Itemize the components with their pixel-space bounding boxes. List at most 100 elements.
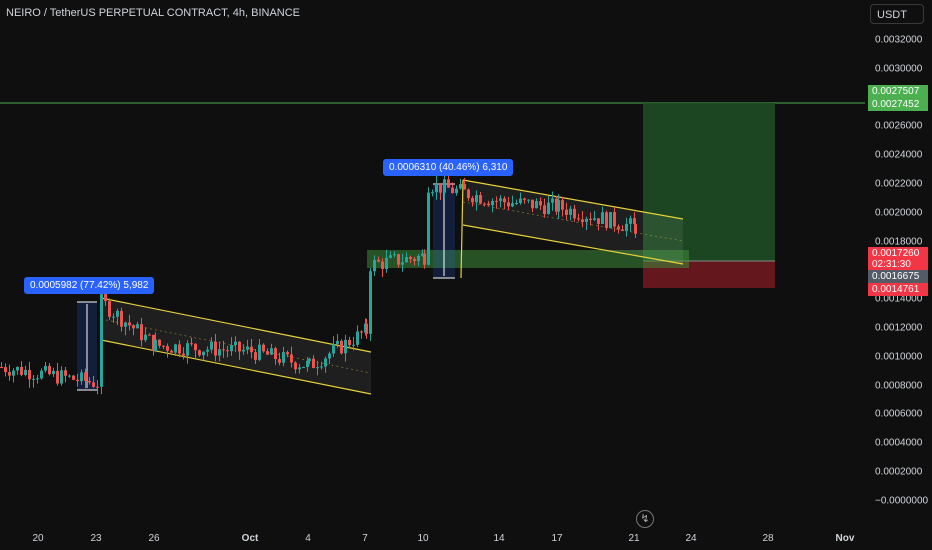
candle-body	[634, 224, 637, 234]
candle-body	[621, 229, 624, 231]
candle-body	[206, 349, 209, 352]
x-tick: 28	[762, 533, 774, 544]
candle-body	[381, 261, 384, 270]
candle-body	[270, 348, 273, 355]
candle-body	[328, 353, 331, 359]
y-tick: 0.0026000	[875, 120, 923, 132]
support-zone[interactable]	[367, 250, 689, 268]
candle-body	[44, 365, 47, 371]
candle-body	[336, 340, 339, 345]
candle-body	[100, 294, 103, 387]
candle-body	[76, 379, 79, 382]
candle-body	[557, 200, 560, 212]
lightning-icon[interactable]: ↯	[636, 510, 654, 528]
x-tick: 24	[685, 533, 697, 544]
candle-body	[535, 201, 538, 209]
y-tick: 0.0002000	[875, 466, 923, 478]
y-tick: 0.0014000	[875, 293, 923, 305]
candle-body	[298, 367, 301, 370]
candle-body	[72, 375, 75, 380]
candle-body	[210, 341, 213, 350]
candle-body	[443, 179, 446, 193]
x-tick: 17	[551, 533, 563, 544]
channel-1-top	[100, 297, 372, 353]
candle-body	[423, 253, 426, 265]
y-tick: 0.0004000	[875, 437, 923, 449]
time-axis[interactable]	[0, 528, 865, 550]
candle-body	[274, 348, 277, 360]
candle-body	[507, 202, 510, 207]
candle-body	[96, 386, 99, 388]
candle-body	[152, 334, 155, 352]
candle-body	[128, 322, 131, 326]
candle-body	[471, 198, 474, 203]
candle-body	[565, 209, 568, 215]
candle-body	[48, 365, 51, 375]
candle-body	[68, 375, 71, 377]
y-tick: 0.0018000	[875, 236, 923, 248]
candle-body	[401, 262, 404, 265]
candle-body	[218, 349, 221, 356]
candle-body	[162, 345, 165, 347]
candle-body	[246, 346, 249, 350]
candle-body	[20, 366, 23, 375]
candle-body	[491, 200, 494, 206]
candle-body	[483, 203, 486, 205]
channel-2[interactable]	[463, 180, 683, 264]
candle-body	[409, 256, 412, 259]
measure-label-1: 0.0005982 (77.42%) 5,982	[24, 277, 155, 294]
measure-label-2: 0.0006310 (40.46%) 6,310	[383, 159, 514, 176]
candle-body	[112, 316, 115, 318]
candle-body	[539, 201, 542, 206]
candle-body	[405, 256, 408, 263]
y-tick: 0.0024000	[875, 149, 923, 161]
candle-body	[32, 378, 35, 380]
candle-body	[421, 253, 424, 256]
candle-body	[316, 367, 319, 369]
candle-body	[389, 255, 392, 258]
candle-body	[198, 350, 201, 356]
countdown-tag: 02:31:30	[868, 258, 928, 271]
x-tick: 20	[32, 533, 44, 544]
candle-body	[132, 325, 135, 329]
y-tick: 0.0032000	[875, 34, 923, 46]
candle-body	[308, 358, 311, 361]
candle-body	[515, 203, 518, 205]
candle-body	[52, 370, 55, 375]
candle-body	[40, 370, 43, 379]
candle-body	[613, 212, 616, 227]
chart-title: NEIRO / TetherUS PERPETUAL CONTRACT, 4h,…	[6, 7, 301, 19]
candle-body	[503, 198, 506, 203]
channel-1-bottom	[100, 339, 372, 395]
candle-body	[447, 179, 450, 188]
target-zone[interactable]	[643, 103, 775, 261]
candle-body	[254, 352, 257, 360]
candle-body	[527, 199, 530, 201]
candle-body	[332, 344, 335, 354]
candle-body	[116, 310, 119, 317]
candle-body	[104, 294, 107, 302]
price-tag-current: 0.0017260	[868, 247, 928, 260]
candle-body	[348, 339, 351, 346]
candle-body	[413, 258, 416, 261]
candle-body	[324, 358, 327, 367]
candle-body	[194, 343, 197, 351]
candle-body	[278, 359, 281, 363]
candle-body	[222, 349, 225, 351]
price-chart[interactable]	[0, 0, 865, 528]
candle-body	[190, 343, 193, 345]
currency-button[interactable]: USDT	[870, 4, 924, 24]
candle-body	[344, 339, 347, 354]
candle-body	[495, 200, 498, 202]
candle-body	[266, 351, 269, 355]
candle-body	[573, 208, 576, 219]
candle-body	[302, 367, 305, 369]
candle-body	[577, 218, 580, 220]
candle-body	[182, 353, 185, 356]
candle-body	[561, 200, 564, 210]
candle-body	[166, 346, 169, 351]
candle-body	[633, 218, 636, 225]
candle-body	[140, 324, 143, 341]
candle-body	[238, 341, 241, 352]
candle-body	[360, 331, 363, 333]
